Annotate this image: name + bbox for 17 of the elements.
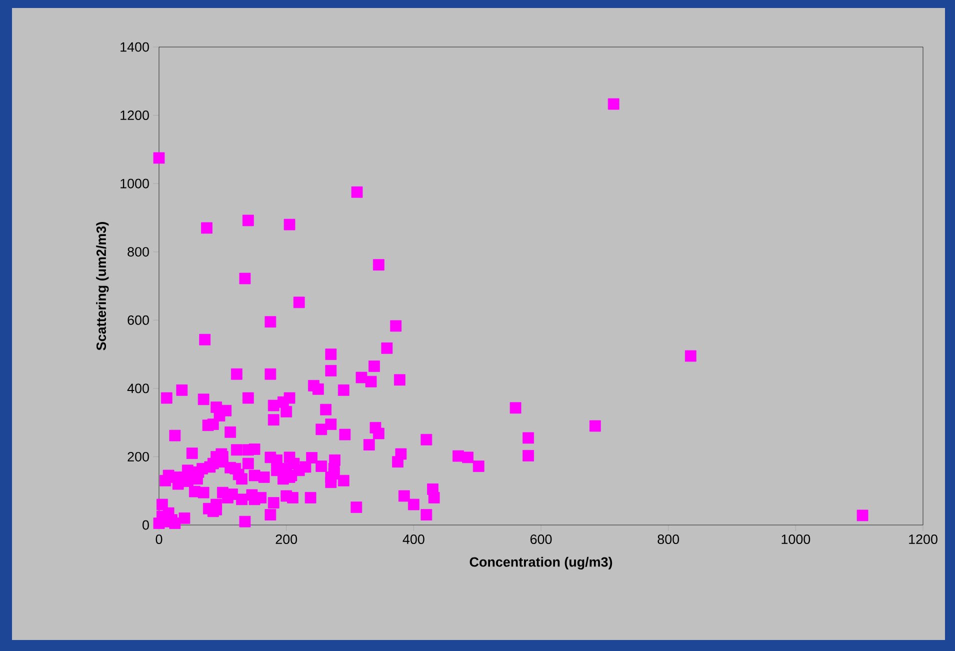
y-tick-label: 1000 [120,178,149,188]
x-tick-label: 0 [156,534,162,544]
y-tick-label: 600 [128,315,149,325]
x-axis-title: Concentration (ug/m3) [470,556,612,570]
y-tick-label: 1200 [120,110,149,120]
x-tick-label: 400 [402,534,424,544]
x-tick-label: 600 [530,534,552,544]
y-tick-label: 0 [142,520,149,530]
x-tick-label: 800 [658,534,680,544]
y-tick-label: 400 [127,384,149,394]
y-tick-label: 800 [128,247,149,257]
x-tick-label: 1200 [909,534,938,544]
y-axis-title: Scattering (um2/m3) [96,222,109,350]
y-tick-label: 1400 [120,42,149,52]
x-tick-label: 1000 [782,534,810,544]
x-tick-label: 200 [276,534,298,544]
y-tick-label: 200 [128,452,149,462]
